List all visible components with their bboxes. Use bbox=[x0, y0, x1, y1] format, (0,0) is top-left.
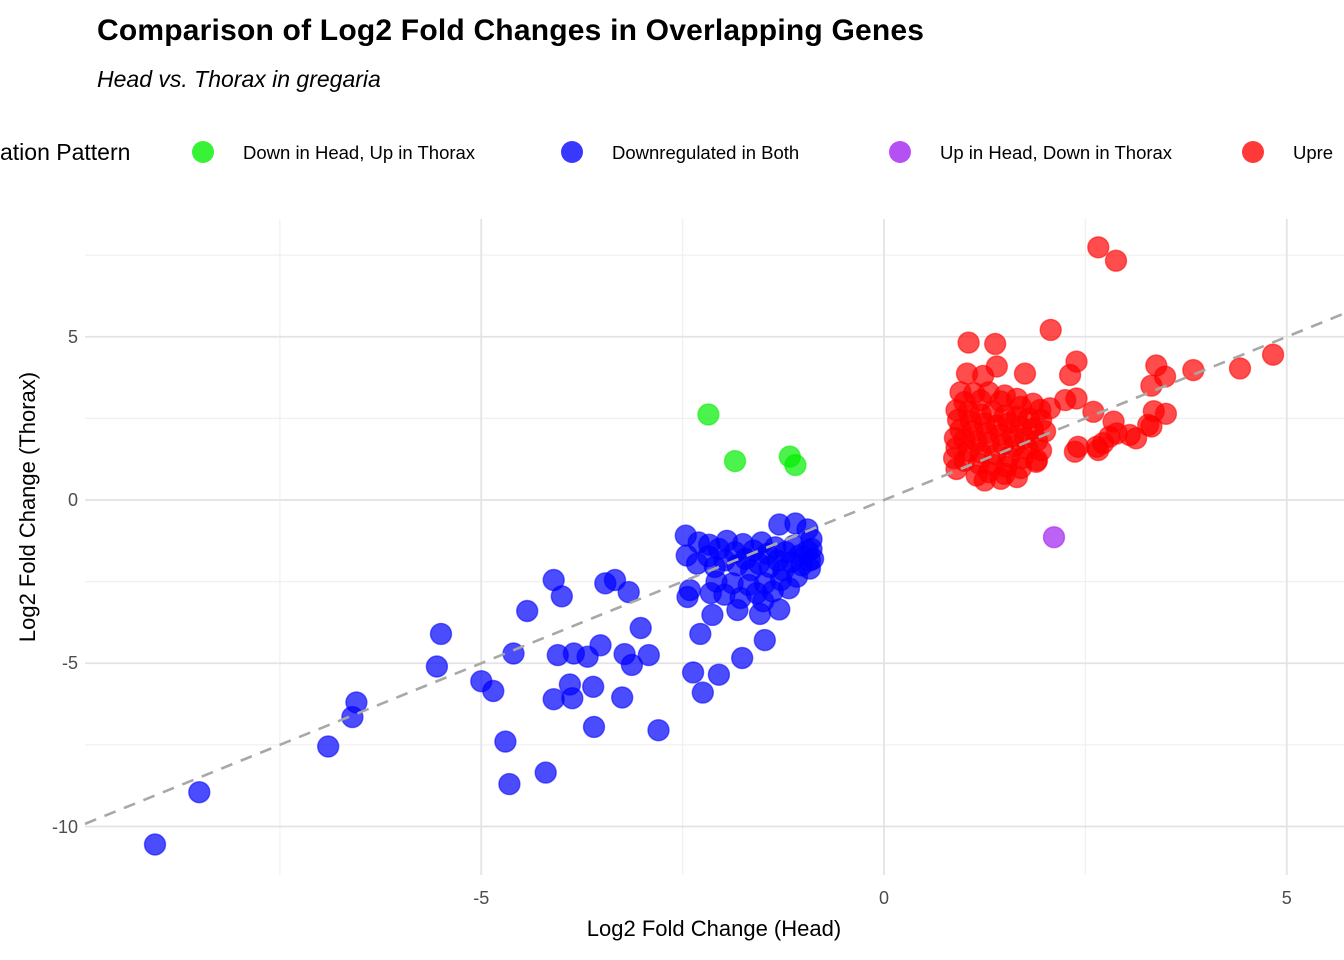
chart-subtitle: Head vs. Thorax in gregaria bbox=[97, 66, 381, 92]
scatter-point bbox=[713, 583, 736, 606]
x-tick-label: 5 bbox=[1281, 888, 1292, 908]
scatter-point bbox=[611, 686, 634, 709]
scatter-point bbox=[723, 449, 747, 473]
y-tick-label: 5 bbox=[67, 326, 78, 347]
scatter-point bbox=[957, 331, 980, 354]
scatter-point bbox=[777, 577, 801, 600]
scatter-point bbox=[494, 730, 517, 753]
scatter-point bbox=[482, 679, 505, 703]
y-tick-label: -10 bbox=[51, 816, 78, 837]
scatter-point bbox=[429, 622, 453, 646]
scatter-point bbox=[984, 332, 1007, 356]
scatter-point bbox=[945, 457, 968, 481]
scatter-point bbox=[678, 578, 702, 602]
scatter-point bbox=[188, 781, 211, 804]
legend-dot-up-head-down-thorax bbox=[889, 141, 911, 163]
scatter-point bbox=[1042, 526, 1066, 549]
scatter-point bbox=[1063, 440, 1087, 463]
identity-reference-line bbox=[84, 312, 1344, 826]
scatter-point bbox=[582, 715, 606, 739]
y-tick-label: -5 bbox=[61, 653, 78, 674]
scatter-point bbox=[637, 643, 660, 667]
x-axis-title: Log2 Fold Change (Head) bbox=[586, 916, 842, 941]
scatter-point bbox=[753, 628, 776, 652]
scatter-point bbox=[425, 655, 449, 678]
scatter-point bbox=[498, 772, 521, 796]
scatter-point bbox=[1104, 249, 1128, 272]
scatter-point bbox=[1154, 402, 1178, 425]
scatter-point bbox=[731, 646, 754, 670]
scatter-point bbox=[784, 453, 807, 477]
scatter-point bbox=[1013, 362, 1037, 385]
legend: ation Pattern Down in Head, Up in Thorax… bbox=[0, 130, 1344, 174]
scatter-point bbox=[697, 403, 720, 426]
y-tick-label: 0 bbox=[67, 490, 78, 510]
scatter-point bbox=[1105, 422, 1129, 445]
legend-label-downregulated-in-both: Downregulated in Both bbox=[612, 142, 800, 163]
legend-label-upregulated-in-both: Upre bbox=[1293, 142, 1334, 163]
scatter-point bbox=[1228, 357, 1252, 380]
scatter-point bbox=[707, 663, 731, 686]
scatter-point bbox=[1261, 343, 1285, 366]
scatter-point bbox=[681, 661, 705, 684]
scatter-point bbox=[317, 735, 340, 758]
scatter-point bbox=[534, 761, 557, 784]
scatter-point bbox=[1140, 374, 1163, 397]
x-tick-label: 0 bbox=[878, 888, 889, 908]
scatter-point bbox=[516, 599, 539, 623]
legend-dot-downregulated-in-both bbox=[561, 141, 583, 163]
legend-dot-upregulated-in-both bbox=[1242, 141, 1264, 163]
scatter-point bbox=[550, 585, 573, 608]
scatter-point bbox=[701, 603, 724, 627]
scatter-point bbox=[973, 469, 996, 492]
scatter-point bbox=[143, 833, 167, 856]
legend-title: ation Pattern bbox=[0, 139, 131, 165]
scatter-point bbox=[1039, 318, 1062, 342]
scatter-point bbox=[617, 580, 640, 604]
scatter-point bbox=[582, 675, 605, 698]
legend-dot-down-head-up-thorax bbox=[192, 141, 214, 163]
legend-label-down-head-up-thorax: Down in Head, Up in Thorax bbox=[243, 142, 476, 163]
scatter-point bbox=[589, 634, 612, 657]
x-tick-label: -5 bbox=[473, 888, 490, 908]
scatter-point bbox=[1087, 236, 1110, 259]
scatter-point bbox=[647, 719, 670, 742]
scatter-point bbox=[341, 705, 364, 729]
scatter-point bbox=[561, 687, 584, 710]
scatter-point bbox=[943, 426, 967, 450]
scatter-point bbox=[629, 616, 652, 640]
scatter-point bbox=[1058, 363, 1082, 387]
scatter-point bbox=[768, 598, 791, 621]
scatter-point bbox=[1085, 435, 1108, 458]
scatter-point bbox=[1182, 358, 1205, 382]
chart-title: Comparison of Log2 Fold Changes in Overl… bbox=[97, 14, 925, 47]
scatter-point bbox=[798, 557, 822, 580]
scatter-point bbox=[691, 681, 714, 704]
scatter-point bbox=[620, 653, 644, 677]
scatter-point bbox=[542, 688, 565, 711]
scatter-point bbox=[689, 622, 712, 646]
legend-label-up-head-down-thorax: Up in Head, Down in Thorax bbox=[940, 142, 1173, 163]
